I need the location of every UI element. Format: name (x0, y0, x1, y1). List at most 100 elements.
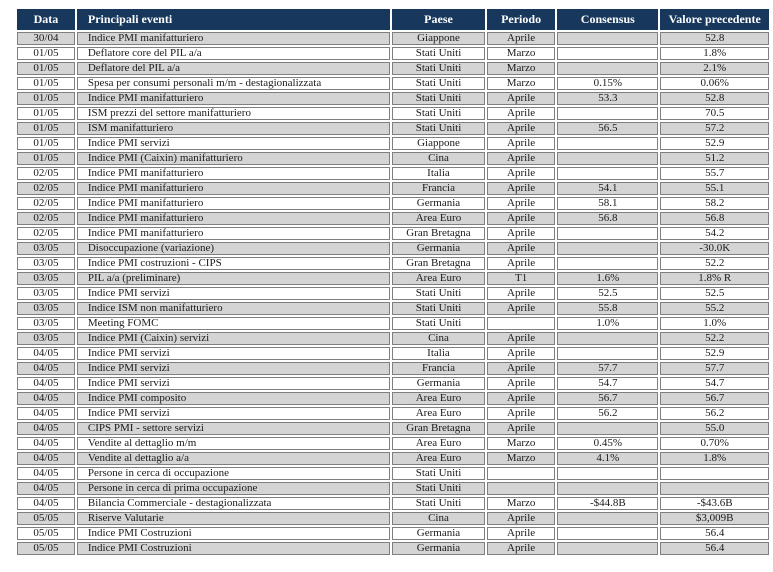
cell-consensus (557, 332, 659, 345)
cell-valore: 54.7 (660, 377, 769, 390)
cell-data: 03/05 (17, 272, 75, 285)
cell-valore (660, 482, 769, 495)
cell-data: 01/05 (17, 92, 75, 105)
cell-consensus: 54.1 (557, 182, 659, 195)
cell-paese: Cina (391, 332, 485, 345)
cell-paese: Stati Uniti (391, 302, 485, 315)
cell-consensus (557, 467, 659, 480)
cell-valore: 52.2 (660, 332, 769, 345)
economic-calendar: Data Principali eventi Paese Periodo Con… (15, 7, 773, 557)
cell-valore: 52.8 (660, 92, 769, 105)
cell-periodo: Aprile (486, 392, 556, 405)
cell-consensus: 56.8 (557, 212, 659, 225)
cell-valore: 2.1% (660, 62, 769, 75)
cell-periodo: Aprile (486, 227, 556, 240)
cell-consensus (557, 47, 659, 60)
cell-periodo: Aprile (486, 347, 556, 360)
cell-paese: Stati Uniti (391, 317, 485, 330)
cell-evento: Indice PMI composito (76, 392, 390, 405)
cell-evento: Indice PMI manifatturiero (76, 212, 390, 225)
column-header-consensus: Consensus (557, 9, 659, 30)
column-header-paese: Paese (391, 9, 485, 30)
cell-data: 03/05 (17, 317, 75, 330)
column-header-valore-precedente: Valore precedente (660, 9, 769, 30)
cell-evento: Vendite al dettaglio m/m (76, 437, 390, 450)
cell-paese: Germania (391, 242, 485, 255)
cell-evento: ISM manifatturiero (76, 122, 390, 135)
cell-evento: Riserve Valutarie (76, 512, 390, 525)
cell-valore: 56.2 (660, 407, 769, 420)
table-row: 02/05 Indice PMI manifatturiero Italia Apri… (17, 167, 769, 180)
cell-periodo: Aprile (486, 377, 556, 390)
cell-consensus (557, 347, 659, 360)
cell-consensus: 58.1 (557, 197, 659, 210)
table-row: 05/05 Indice PMI Costruzioni Germania April… (17, 527, 769, 540)
cell-periodo: Aprile (486, 182, 556, 195)
cell-consensus: 0.45% (557, 437, 659, 450)
cell-paese: Stati Uniti (391, 47, 485, 60)
cell-periodo: T1 (486, 272, 556, 285)
cell-valore: 51.2 (660, 152, 769, 165)
cell-paese: Stati Uniti (391, 482, 485, 495)
table-row: 01/05 Deflatore core del PIL a/a Stati Uni… (17, 47, 769, 60)
cell-data: 03/05 (17, 332, 75, 345)
cell-evento: Indice PMI servizi (76, 287, 390, 300)
cell-data: 05/05 (17, 512, 75, 525)
cell-data: 04/05 (17, 482, 75, 495)
cell-paese: Stati Uniti (391, 467, 485, 480)
cell-valore: $3,009B (660, 512, 769, 525)
table-row: 01/05 Indice PMI (Caixin) manifatturiero C… (17, 152, 769, 165)
cell-periodo: Aprile (486, 527, 556, 540)
cell-valore: 56.7 (660, 392, 769, 405)
cell-consensus (557, 422, 659, 435)
cell-periodo: Aprile (486, 32, 556, 45)
cell-evento: Indice ISM non manifatturiero (76, 302, 390, 315)
cell-evento: Indice PMI Costruzioni (76, 542, 390, 555)
cell-paese: Stati Uniti (391, 92, 485, 105)
header-row: Data Principali eventi Paese Periodo Con… (17, 9, 769, 30)
cell-data: 04/05 (17, 407, 75, 420)
table-row: 03/05 Disoccupazione (variazione) Germania… (17, 242, 769, 255)
cell-paese: Germania (391, 377, 485, 390)
cell-valore: 54.2 (660, 227, 769, 240)
cell-consensus: 4.1% (557, 452, 659, 465)
cell-periodo: Marzo (486, 62, 556, 75)
cell-evento: Indice PMI servizi (76, 407, 390, 420)
cell-periodo: Aprile (486, 302, 556, 315)
cell-periodo (486, 482, 556, 495)
cell-periodo: Marzo (486, 77, 556, 90)
cell-consensus: 1.0% (557, 317, 659, 330)
cell-data: 03/05 (17, 257, 75, 270)
cell-consensus (557, 137, 659, 150)
cell-paese: Area Euro (391, 452, 485, 465)
cell-evento: Indice PMI Costruzioni (76, 527, 390, 540)
cell-data: 02/05 (17, 167, 75, 180)
cell-data: 01/05 (17, 47, 75, 60)
cell-data: 01/05 (17, 77, 75, 90)
cell-periodo: Aprile (486, 407, 556, 420)
cell-paese: Francia (391, 362, 485, 375)
cell-evento: Disoccupazione (variazione) (76, 242, 390, 255)
cell-periodo: Marzo (486, 452, 556, 465)
cell-paese: Stati Uniti (391, 107, 485, 120)
cell-valore: 52.8 (660, 32, 769, 45)
cell-data: 03/05 (17, 287, 75, 300)
table-row: 01/05 Indice PMI servizi Giappone Aprile 52.… (17, 137, 769, 150)
table-row: 04/05 Persone in cerca di prima occupazio… (17, 482, 769, 495)
cell-periodo: Aprile (486, 287, 556, 300)
cell-valore: 52.9 (660, 347, 769, 360)
cell-evento: Indice PMI manifatturiero (76, 182, 390, 195)
cell-evento: Persone in cerca di prima occupazione (76, 482, 390, 495)
table-row: 04/05 Vendite al dettaglio a/a Area Euro Ma… (17, 452, 769, 465)
cell-valore: 55.7 (660, 167, 769, 180)
cell-data: 01/05 (17, 122, 75, 135)
cell-data: 05/05 (17, 527, 75, 540)
cell-data: 02/05 (17, 182, 75, 195)
cell-evento: Bilancia Commerciale - destagionalizzata (76, 497, 390, 510)
economic-calendar-table: Data Principali eventi Paese Periodo Con… (15, 7, 771, 557)
table-row: 04/05 Persone in cerca di occupazione Stat… (17, 467, 769, 480)
cell-paese: Stati Uniti (391, 497, 485, 510)
cell-evento: Deflatore core del PIL a/a (76, 47, 390, 60)
cell-evento: Meeting FOMC (76, 317, 390, 330)
cell-data: 04/05 (17, 437, 75, 450)
